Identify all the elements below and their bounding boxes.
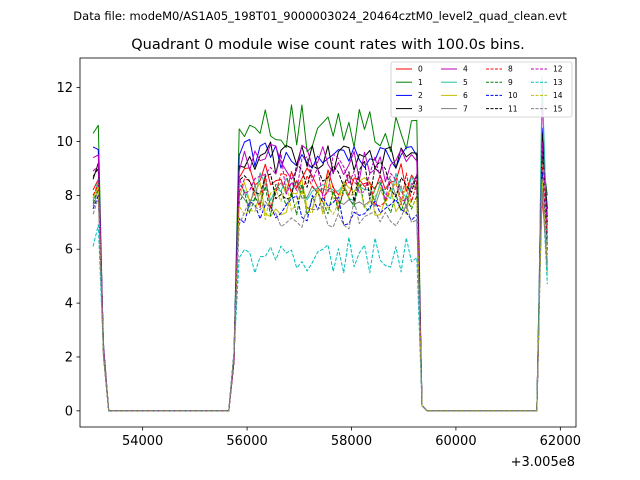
x-tick-label: 54000 <box>122 434 163 449</box>
legend-label-8: 8 <box>508 65 513 74</box>
y-tick-label: 4 <box>65 297 73 312</box>
y-tick-label: 6 <box>65 243 73 258</box>
legend-label-1: 1 <box>418 78 423 87</box>
x-tick-label: 56000 <box>226 434 267 449</box>
figure-suptitle: Data file: modeM0/AS1A05_198T01_90000030… <box>73 9 567 23</box>
x-axis-offset-label: +3.005e8 <box>511 455 575 470</box>
legend-label-14: 14 <box>553 91 563 100</box>
x-tick-label: 60000 <box>435 434 476 449</box>
legend-label-6: 6 <box>463 91 468 100</box>
y-tick-label: 0 <box>65 404 73 419</box>
legend-label-12: 12 <box>553 65 563 74</box>
legend-label-3: 3 <box>418 104 423 113</box>
y-tick-label: 10 <box>56 135 73 150</box>
legend-label-5: 5 <box>463 78 468 87</box>
legend-label-4: 4 <box>463 65 468 74</box>
series-line-14 <box>92 178 548 412</box>
chart-title: Quadrant 0 module wise count rates with … <box>131 37 525 53</box>
y-tick-label: 8 <box>65 189 73 204</box>
legend-label-2: 2 <box>418 91 423 100</box>
legend-label-7: 7 <box>463 104 468 113</box>
series-group <box>92 76 548 412</box>
legend-label-11: 11 <box>508 104 518 113</box>
series-line-15 <box>92 189 548 412</box>
legend-frame <box>390 61 573 118</box>
legend-label-15: 15 <box>553 104 563 113</box>
legend-label-13: 13 <box>553 78 563 87</box>
legend-label-9: 9 <box>508 78 513 87</box>
x-tick-label: 62000 <box>540 434 581 449</box>
legend-label-0: 0 <box>418 65 423 74</box>
y-tick-label: 2 <box>65 350 73 365</box>
axes-frame <box>79 57 577 428</box>
plot-area <box>92 76 548 412</box>
legend-label-10: 10 <box>508 91 518 100</box>
x-tick-label: 58000 <box>331 434 372 449</box>
y-tick-label: 12 <box>56 81 73 96</box>
